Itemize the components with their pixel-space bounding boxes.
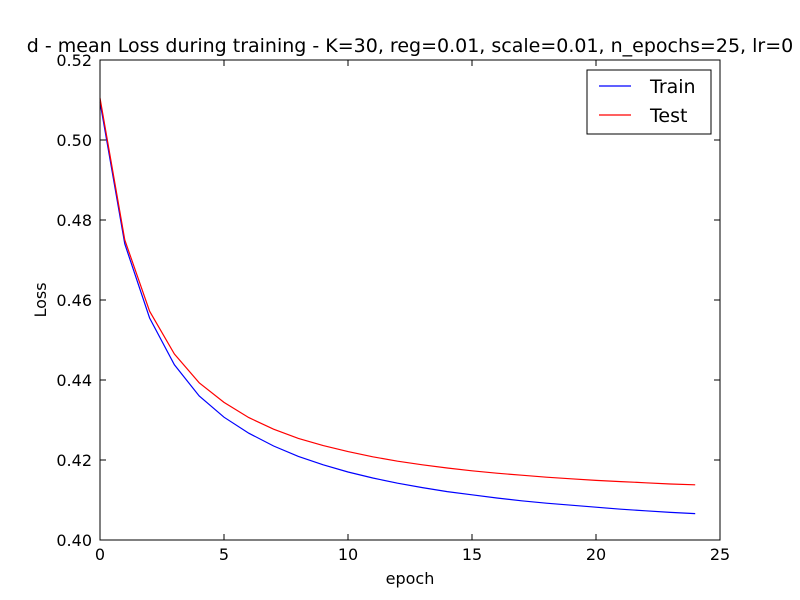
y-tick-label: 0.48 xyxy=(56,211,92,230)
y-tick-label: 0.46 xyxy=(56,291,92,310)
series-line-test xyxy=(99,97,696,486)
lines-layer xyxy=(99,97,696,515)
plot-frame xyxy=(99,59,721,541)
legend-label-test: Test xyxy=(649,105,687,127)
series-line-train xyxy=(99,101,696,515)
legend: Train Test xyxy=(586,69,712,135)
y-tick-label: 0.52 xyxy=(56,51,92,70)
x-tick-label: 10 xyxy=(338,545,358,564)
x-tick-label: 0 xyxy=(95,545,105,564)
y-tick-label: 0.42 xyxy=(56,451,92,470)
chart-title: d - mean Loss during training - K=30, re… xyxy=(27,35,793,57)
ticks-layer: 0 5 10 15 20 25 0.40 0.42 0.44 0.46 0.48 0.50 0.52 xyxy=(56,51,730,564)
y-axis-label: Loss xyxy=(31,282,50,317)
x-axis-label: epoch xyxy=(386,569,435,588)
y-tick-label: 0.50 xyxy=(56,131,92,150)
y-tick-label: 0.44 xyxy=(56,371,92,390)
x-tick-label: 5 xyxy=(219,545,229,564)
x-tick-label: 20 xyxy=(586,545,606,564)
legend-box xyxy=(586,69,712,135)
y-tick-label: 0.40 xyxy=(56,531,92,550)
x-tick-label: 15 xyxy=(462,545,482,564)
legend-label-train: Train xyxy=(649,76,696,98)
x-tick-label: 25 xyxy=(710,545,730,564)
